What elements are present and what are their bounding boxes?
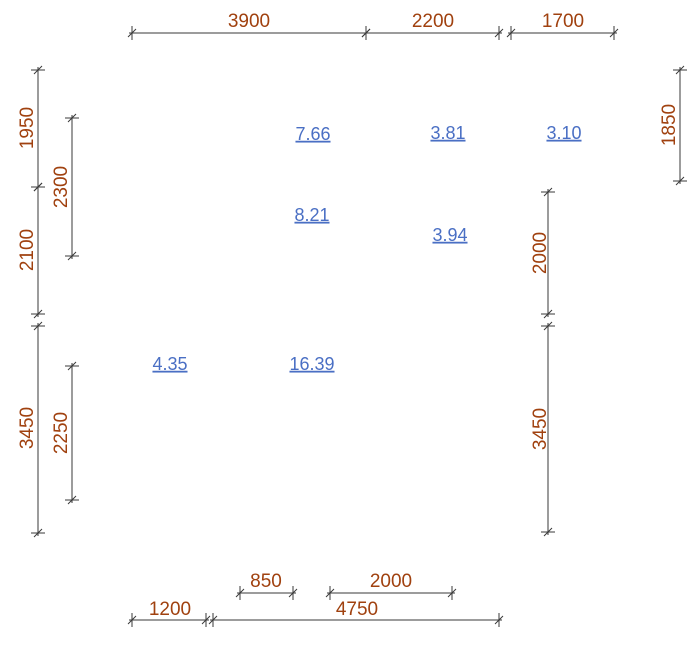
tick-slash xyxy=(67,495,77,505)
tick-slash xyxy=(494,28,504,38)
tick-slash xyxy=(543,187,553,197)
area-label[interactable]: 4.35 xyxy=(152,354,187,374)
tick-slash xyxy=(361,28,371,38)
dimension-label: 2200 xyxy=(412,11,454,32)
tick-slash xyxy=(506,28,516,38)
tick-slash xyxy=(609,28,619,38)
tick-slash xyxy=(675,176,685,186)
area-label[interactable]: 3.10 xyxy=(546,123,581,143)
tick-slash xyxy=(67,113,77,123)
area-label[interactable]: 8.21 xyxy=(294,205,329,225)
tick-slash xyxy=(33,182,43,192)
area-label[interactable]: 3.94 xyxy=(432,225,467,245)
dimension-label: 2100 xyxy=(17,229,38,271)
tick-slash xyxy=(127,28,137,38)
area-label[interactable]: 16.39 xyxy=(289,354,334,374)
dimension-label: 3450 xyxy=(530,408,551,450)
tick-slash xyxy=(447,588,457,598)
tick-slash xyxy=(67,251,77,261)
tick-slash xyxy=(33,321,43,331)
tick-slash xyxy=(325,588,335,598)
dimension-label: 2000 xyxy=(530,232,551,274)
dimension-label: 1950 xyxy=(17,107,38,149)
tick-slash xyxy=(127,615,137,625)
tick-slash xyxy=(543,321,553,331)
tick-slash xyxy=(33,65,43,75)
tick-slash xyxy=(494,615,504,625)
tick-slash xyxy=(543,527,553,537)
tick-slash xyxy=(208,615,218,625)
dimension-label: 3900 xyxy=(228,11,270,32)
dimension-label: 2000 xyxy=(370,571,412,592)
tick-slash xyxy=(201,615,211,625)
area-label[interactable]: 7.66 xyxy=(295,124,330,144)
tick-slash xyxy=(33,309,43,319)
dimension-label: 4750 xyxy=(336,599,378,620)
dimension-label: 850 xyxy=(250,571,282,592)
dimension-label: 3450 xyxy=(17,407,38,449)
dimension-label: 1200 xyxy=(149,599,191,620)
tick-slash xyxy=(33,528,43,538)
dimension-label: 1850 xyxy=(659,104,680,146)
dimension-label: 2300 xyxy=(51,166,72,208)
tick-slash xyxy=(288,588,298,598)
tick-slash xyxy=(675,65,685,75)
dimension-label: 1700 xyxy=(542,11,584,32)
tick-slash xyxy=(543,309,553,319)
tick-slash xyxy=(67,361,77,371)
tick-slash xyxy=(235,588,245,598)
dimension-label: 2250 xyxy=(51,412,72,454)
area-label[interactable]: 3.81 xyxy=(430,123,465,143)
